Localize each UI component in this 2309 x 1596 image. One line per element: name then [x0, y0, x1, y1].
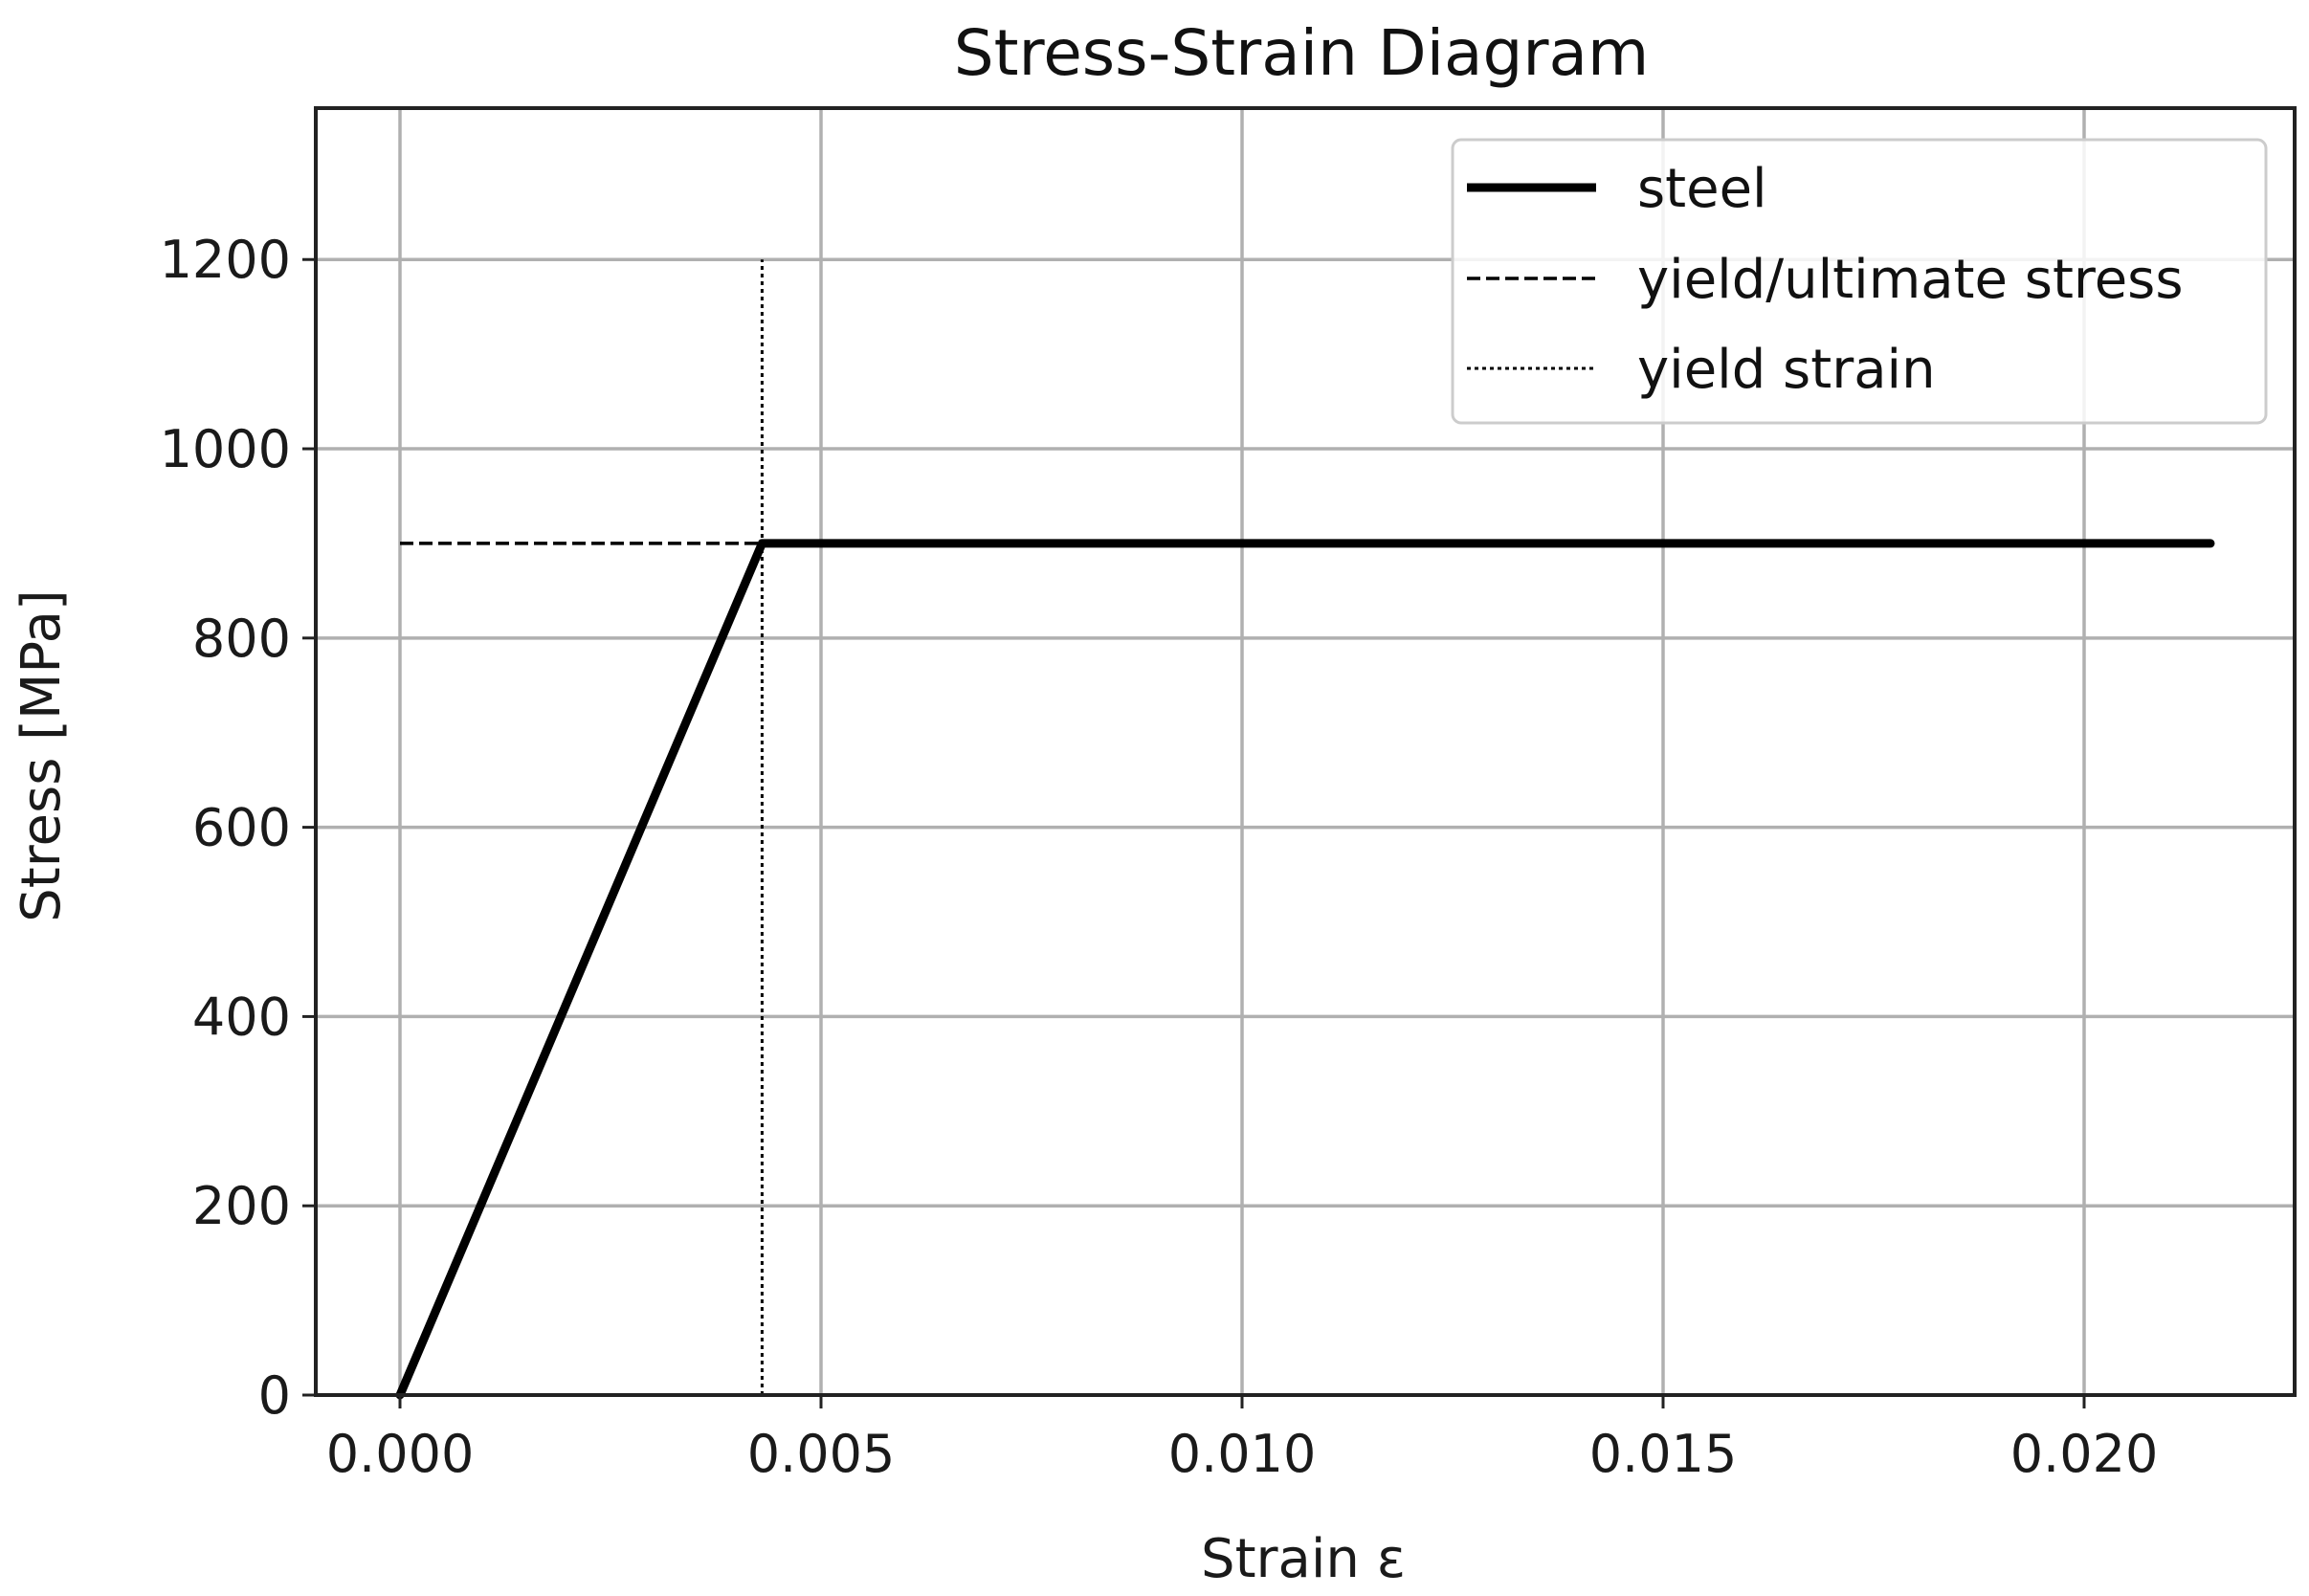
y-tick-label: 800: [192, 609, 291, 669]
plot-series: [395, 259, 2215, 1400]
y-tick-label: 200: [192, 1176, 291, 1236]
legend-label-yield-ultimate-stress: yield/ultimate stress: [1637, 249, 2184, 311]
legend-label-steel: steel: [1637, 158, 1767, 220]
y-tick-label: 1200: [160, 230, 291, 290]
plot-frame: [314, 106, 2297, 1397]
y-tick-label: 0: [258, 1365, 291, 1426]
x-tick-label: 0.020: [2010, 1424, 2159, 1484]
legend-box: [1451, 138, 2268, 425]
legend: steel yield/ultimate stress yield strain: [1451, 138, 2268, 425]
y-tick-label: 600: [192, 798, 291, 858]
y-tick-label: 400: [192, 986, 291, 1047]
x-tick-label: 0.005: [747, 1424, 896, 1484]
axis-ticks: 0.000 0.005 0.010 0.015 0.020 0 200 400 600 800 10…: [160, 230, 2159, 1484]
y-axis-title: Stress [MPa]: [11, 589, 73, 921]
x-tick-label: 0.000: [326, 1424, 475, 1484]
x-tick-label: 0.015: [1589, 1424, 1738, 1484]
legend-label-yield-strain: yield strain: [1637, 339, 1936, 401]
x-tick-label: 0.010: [1168, 1424, 1317, 1484]
x-axis-title: Strain ε: [1201, 1528, 1406, 1590]
chart-title: Stress-Strain Diagram: [954, 16, 1650, 90]
y-tick-label: 1000: [160, 419, 291, 479]
series-line-steel: [395, 539, 2215, 1400]
